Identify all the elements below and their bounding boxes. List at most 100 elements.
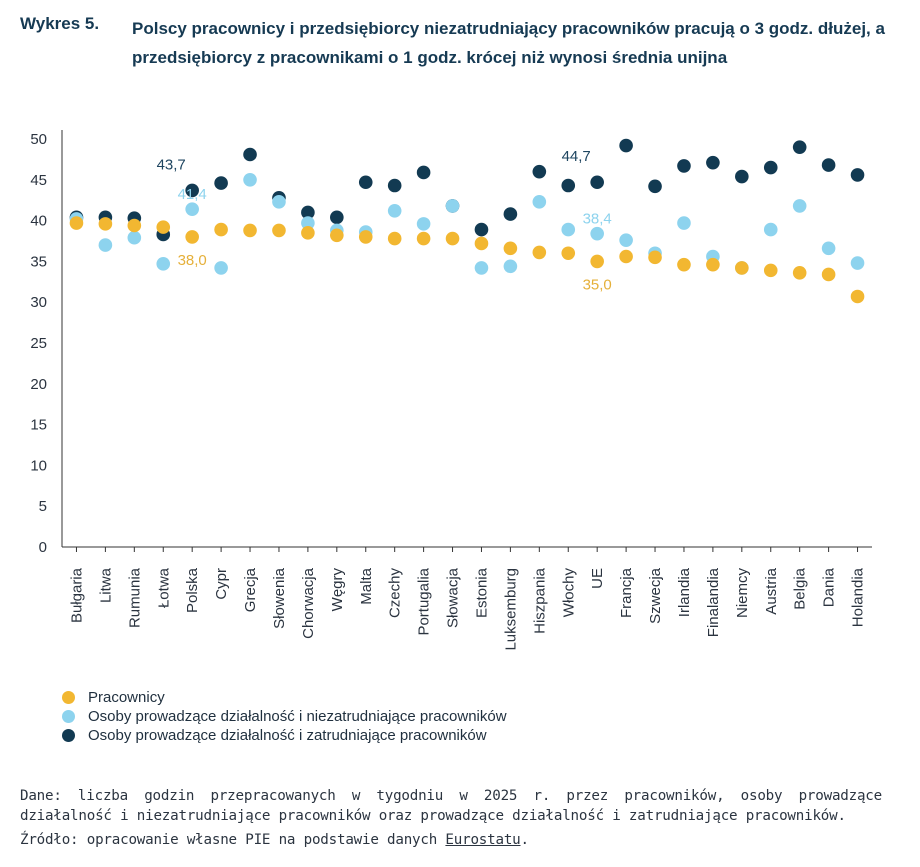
point-zatrudniajace [387, 178, 402, 193]
y-tick-label: 40 [30, 213, 47, 230]
y-tick-label: 45 [30, 172, 47, 189]
point-pracownicy [330, 228, 344, 243]
y-tick-label: 50 [30, 131, 47, 148]
legend-marker-niezatrudniajace [62, 710, 75, 723]
figure-number: Wykres 5. [20, 14, 100, 33]
point-niezatrudniajace [127, 230, 142, 245]
x-tick-label: Malta [358, 567, 375, 604]
x-tick-label: Portugalia [416, 567, 433, 635]
point-zatrudniajace [416, 165, 431, 180]
point-niezatrudniajace [243, 173, 257, 187]
point-zatrudniajace [243, 147, 257, 162]
x-tick-label: Belgia [792, 567, 809, 609]
point-pracownicy [416, 231, 431, 246]
point-pracownicy [763, 263, 778, 278]
y-tick-label: 30 [30, 294, 47, 311]
point-pracownicy [358, 230, 373, 244]
point-zatrudniajace [677, 159, 691, 173]
point-niezatrudniajace [792, 199, 807, 213]
x-tick-label: Luksemburg [502, 568, 519, 651]
x-tick-label: Bułgaria [68, 567, 85, 623]
point-zatrudniajace [503, 207, 518, 221]
x-tick-label: Hiszpania [531, 567, 548, 634]
point-zatrudniajace [474, 222, 489, 237]
source-note: Źródło: opracowanie własne PIE na podsta… [20, 832, 529, 848]
point-pracownicy [677, 257, 691, 272]
point-niezatrudniajace [619, 233, 633, 247]
point-pracownicy [850, 289, 865, 304]
point-zatrudniajace [590, 175, 604, 190]
point-pracownicy [301, 226, 315, 240]
point-niezatrudniajace [416, 217, 431, 231]
point-niezatrudniajace [590, 226, 604, 241]
point-pracownicy [735, 261, 749, 275]
point-pracownicy [243, 223, 257, 238]
point-zatrudniajace [214, 176, 228, 190]
point-pracownicy [474, 236, 489, 251]
point-pracownicy [387, 231, 402, 246]
point-niezatrudniajace [98, 238, 113, 252]
x-tick-label: Estonia [473, 567, 490, 618]
point-niezatrudniajace [387, 204, 402, 218]
y-tick-label: 15 [30, 417, 47, 434]
x-tick-label: Holandia [850, 567, 867, 627]
eurostat-link[interactable]: Eurostatu [445, 832, 521, 848]
x-tick-label: Francja [618, 567, 635, 618]
data-label: 35,0 [583, 276, 612, 293]
point-niezatrudniajace [821, 241, 836, 256]
point-niezatrudniajace [445, 199, 460, 213]
point-niezatrudniajace [185, 202, 199, 216]
y-tick-label: 20 [30, 376, 47, 393]
data-label: 43,7 [157, 156, 186, 173]
point-pracownicy [532, 245, 547, 260]
x-tick-label: Rumunia [126, 567, 143, 628]
legend-item: Pracownicy [62, 688, 507, 707]
point-pracownicy [214, 222, 228, 237]
figure-title: Polscy pracownicy i przedsiębiorcy nieza… [132, 19, 885, 67]
point-zatrudniajace [792, 140, 807, 154]
x-tick-label: Niemcy [734, 568, 751, 619]
data-label: 44,7 [562, 148, 591, 165]
point-pracownicy [503, 241, 518, 256]
point-zatrudniajace [561, 178, 576, 193]
x-tick-label: Słowenia [271, 567, 288, 629]
point-pracownicy [706, 257, 720, 272]
legend-label: Pracownicy [88, 689, 165, 706]
point-zatrudniajace [706, 155, 720, 170]
y-tick-label: 0 [39, 539, 47, 556]
point-niezatrudniajace [301, 216, 315, 230]
point-pracownicy [648, 250, 662, 265]
point-zatrudniajace [648, 179, 662, 194]
x-tick-label: Dania [821, 567, 838, 607]
data-label: 38,4 [583, 211, 612, 228]
x-tick-label: Szwecja [647, 567, 664, 624]
legend-marker-pracownicy [62, 691, 75, 704]
legend-marker-zatrudniajace [62, 729, 75, 742]
scatter-chart: 0 5 10 15 20 25 30 35 40 45 50 Bułgaria Litwa Rumunia… [30, 130, 872, 651]
point-pracownicy [127, 218, 142, 233]
point-niezatrudniajace [156, 257, 171, 271]
point-niezatrudniajace [214, 261, 228, 275]
point-zatrudniajace [301, 205, 315, 220]
source-prefix: Źródło: opracowanie własne PIE na podsta… [20, 832, 446, 848]
data-note: Dane: liczba godzin przepracowanych w ty… [20, 788, 882, 824]
point-niezatrudniajace [763, 222, 778, 237]
x-tick-label: Włochy [560, 568, 577, 618]
legend-item: Osoby prowadzące działalność i zatrudnia… [62, 726, 507, 745]
point-zatrudniajace [821, 158, 836, 172]
point-pracownicy [156, 220, 171, 234]
x-tick-label: Finalandia [705, 567, 722, 637]
point-pracownicy [69, 216, 84, 230]
point-niezatrudniajace [503, 259, 518, 274]
point-pracownicy [272, 223, 286, 238]
legend-item: Osoby prowadzące działalność i niezatrud… [62, 707, 507, 726]
legend: Pracownicy Osoby prowadzące działalność … [62, 688, 507, 745]
x-tick-label: Austria [763, 567, 780, 614]
point-zatrudniajace [850, 168, 865, 182]
point-zatrudniajace [619, 138, 633, 153]
point-pracownicy [98, 217, 113, 231]
point-pracownicy [619, 249, 633, 264]
point-zatrudniajace [358, 175, 373, 190]
point-pracownicy [792, 266, 807, 280]
point-zatrudniajace [763, 160, 778, 175]
